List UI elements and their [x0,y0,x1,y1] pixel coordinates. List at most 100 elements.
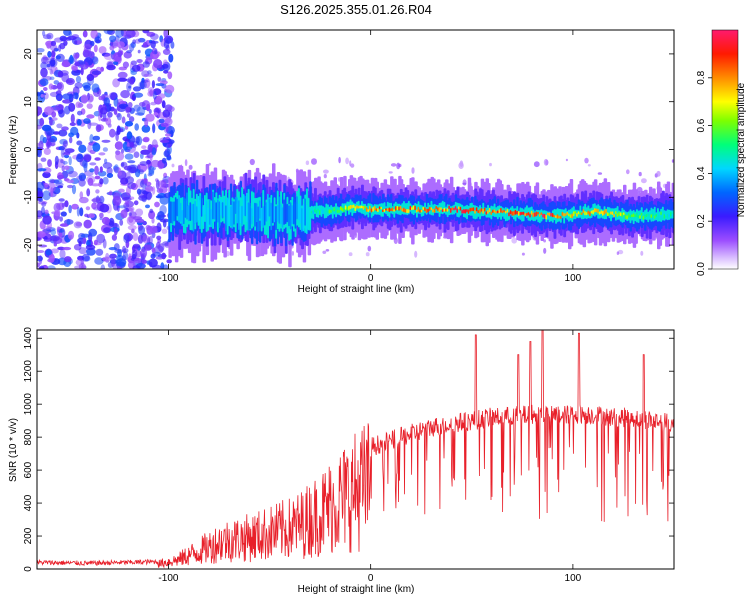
spectrogram-noise-blob [147,87,155,94]
spectrogram-noise-blob [145,190,152,201]
spectrogram-noise-blob [59,249,66,259]
spectrogram-noise-blob [42,190,51,201]
spectrogram-noise-blob [133,151,140,158]
spectrogram-ridge-cell [522,211,525,215]
spectrogram-ridge-cell [482,208,484,214]
spectrogram-ridge-cell [270,202,272,231]
spectrogram-ridge-cell [581,212,583,215]
spectrogram-ridge-cell [375,208,378,212]
spectrogram-ridge-cell [239,206,242,224]
spectrogram-noise-blob [94,165,99,176]
spectrogram-noise-blob [90,30,98,39]
spectrogram-noise-blob [75,101,82,109]
spectrogram-noise-blob [98,152,106,156]
spectrogram-ridge-cell [621,212,623,218]
spectrogram-noise-blob [105,117,112,126]
spectrogram-ridge-cell [613,214,615,218]
spectrogram-noise-blob [81,253,90,262]
spectrogram-noise-blob [41,124,52,132]
spectrogram-noise-blob [124,200,130,205]
spectrogram-noise-blob [84,213,89,218]
spectrogram-ridge-cell [370,208,373,213]
spectrogram-ridge-cell [362,205,365,210]
spectrogram-speckle [249,158,255,166]
spectrogram-noise-blob [163,30,169,39]
spectrogram-ridge-cell [173,201,175,222]
spectrogram-noise-blob [79,207,84,217]
spectrogram-noise-blob [127,102,133,108]
spectrogram-noise-blob [82,237,87,245]
spectrogram-ridge-cell [618,211,620,217]
spectrogram-ridge-cell [288,205,290,227]
spectrogram-ridge-cell [660,211,662,216]
spectrogram-speckle [640,250,644,256]
spectrogram-ridge-cell [516,210,518,215]
spectrogram-noise-blob [109,45,115,51]
spectrogram-noise-blob [127,225,137,231]
spectrogram-noise-blob [78,178,86,187]
spectrogram-speckle [323,174,327,179]
spectrogram-noise-blob [47,51,52,58]
spectrogram-noise-blob [37,124,43,130]
spectrogram-ridge-cell [179,202,182,222]
spectrogram-noise-blob [56,82,63,90]
spectrogram-noise-blob [58,109,65,118]
colorbar-tick-label: 0.8 [696,70,707,84]
spectrogram-ridge-cell [409,205,412,211]
spectrogram-noise-blob [107,111,113,118]
spectrogram-ridge-cell [200,195,203,217]
spectrogram-noise-blob [57,246,65,251]
spectrogram-noise-blob [78,61,86,65]
spectrogram-noise-blob [71,203,79,210]
spectrogram-ridge-cell [328,209,331,214]
spectrogram-noise-blob [61,144,67,151]
spectrogram-ridge-cell [595,208,598,213]
spectrogram-noise-blob [78,241,82,247]
spectrogram-noise-blob [62,93,73,100]
spectrogram-ridge-cell [521,211,523,215]
spectrogram-noise-blob [160,139,170,143]
spectrogram-noise-blob [142,41,148,48]
spectrogram-ridge-cell [365,207,368,212]
spectrogram-noise-blob [148,210,156,220]
spectrogram-noise-blob [58,146,65,151]
snr-frame [36,329,675,570]
spectrogram-noise-blob [39,265,45,269]
spectrogram-noise-blob [90,183,101,187]
spectrogram-noise-blob [94,257,104,265]
spectrogram-ridge-cell [356,205,358,209]
spectrogram-noise-blob [127,164,137,174]
spectrogram-ridge-cell [542,213,544,218]
spectrogram-noise-blob [118,188,125,193]
spectrogram-speckle [543,247,547,254]
spectrogram-noise-blob [78,144,87,153]
spectrogram-ridge-cell [170,201,172,224]
spectrogram-noise-blob [166,259,172,264]
snr-x-tick-label: 100 [565,573,582,584]
snr-x-ticks: -100 0 100 [158,330,582,584]
spectrogram-ridge-cell [348,205,350,211]
spectrogram-ridge-cell [323,209,326,213]
spectrogram-noise-blob [142,30,150,34]
spectrogram-speckle [350,163,355,168]
spectrogram-ridge-cell [373,205,376,211]
spectrogram-ridge-cell [657,212,659,216]
spectrogram-noise-blob [37,191,44,198]
spectrogram-noise-blob [91,70,102,76]
spectrogram-ridge-cell [451,207,454,211]
spectrogram-ridge-cell [369,205,371,211]
spectrogram-ridge-cell [191,204,193,221]
spectrogram-noise-blob [37,262,41,268]
spectrogram-ridge-cell [632,213,635,218]
spectrogram-noise-blob [89,168,95,173]
spectrogram-ridge-cell [670,212,672,217]
spectrogram-noise-blob [88,213,95,219]
spectrogram-ridge-cell [584,211,586,216]
spectrogram-noise-blob [154,144,159,148]
spectrogram-ridge-cell [259,200,261,219]
spectrogram-ridge-cell [336,209,339,213]
spectrogram-ridge-cell [553,209,556,221]
spectrogram-noise-blob [83,84,91,92]
spectrogram-ridge-cell [440,207,442,211]
spectrogram-noise-blob [65,77,75,86]
